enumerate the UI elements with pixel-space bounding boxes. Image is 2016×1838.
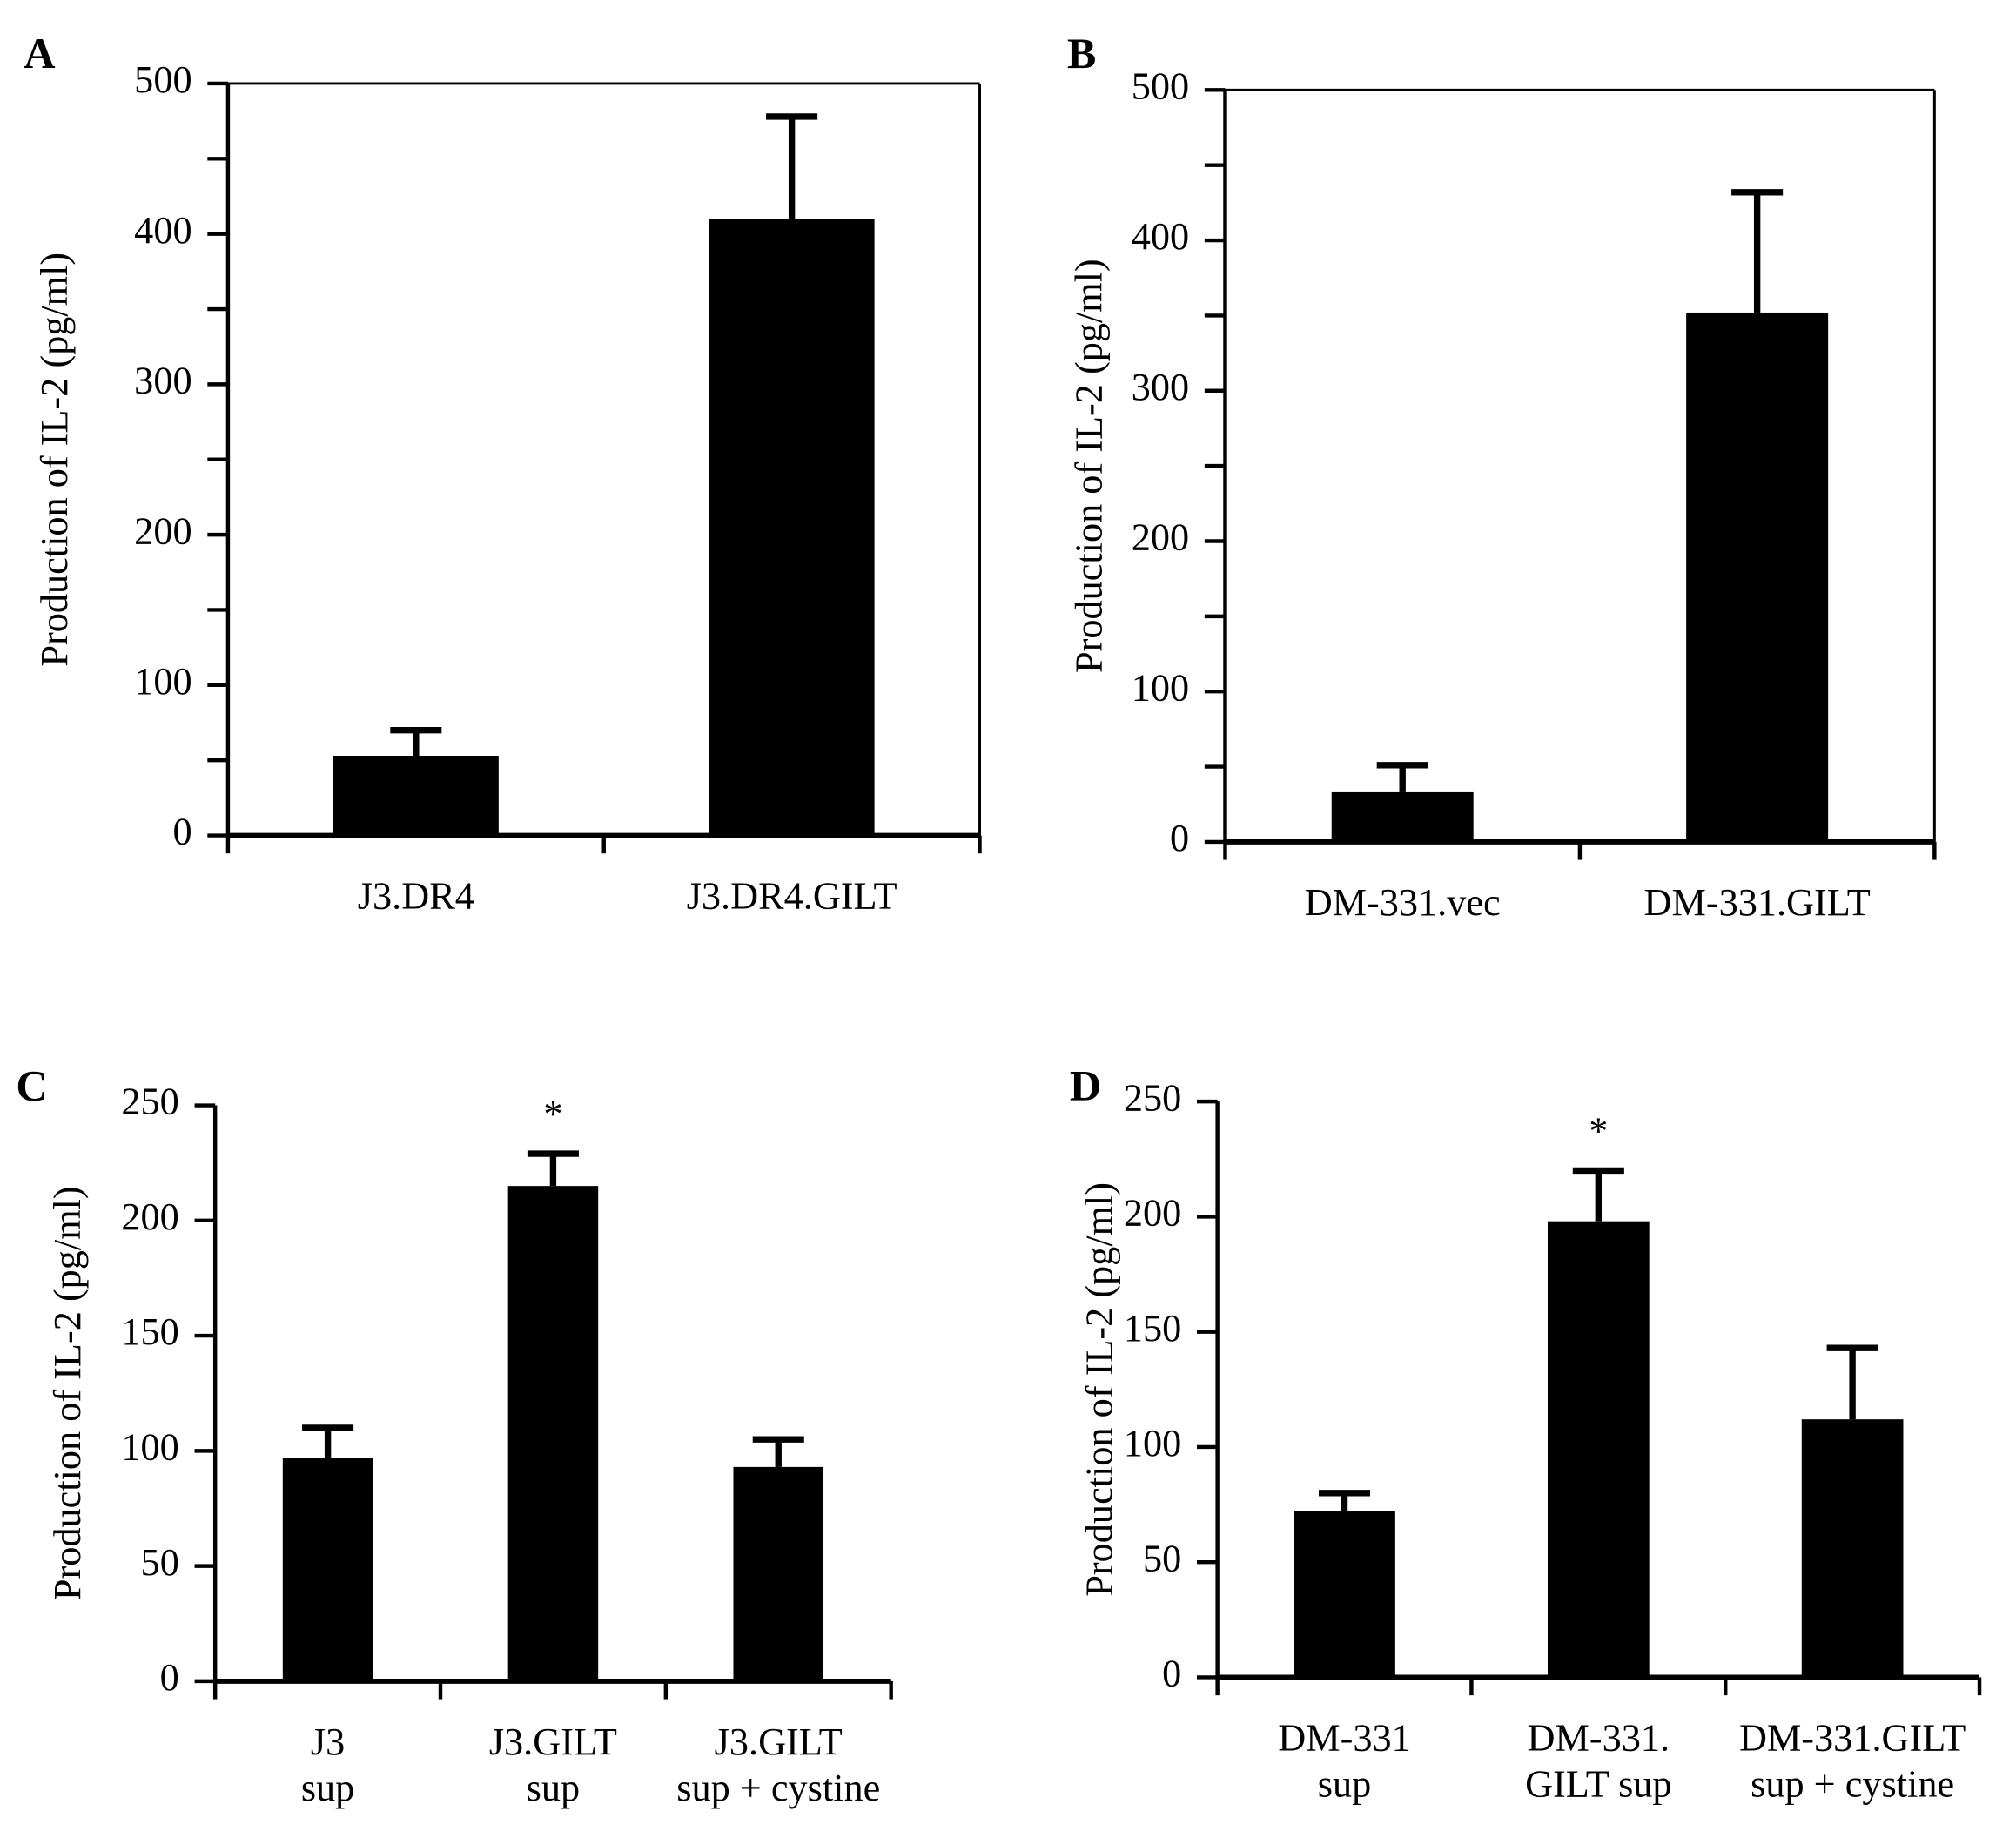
y-tick-label: 0 [1170,817,1189,859]
x-tick-label: J3.DR4.GILT [687,875,897,918]
y-tick-label: 50 [1143,1537,1181,1579]
y-tick-label: 100 [1132,666,1189,709]
x-tick-label: sup + cystine [1751,1763,1954,1806]
x-tick-label: DM-331.GILT [1739,1716,1966,1759]
y-tick-label: 0 [160,1656,179,1699]
y-tick-label: 100 [1124,1422,1181,1464]
x-tick-label: J3.GILT [715,1720,843,1763]
y-tick-label: 100 [121,1426,178,1469]
x-tick-label: DM-331. [1528,1716,1670,1759]
y-tick-label: 400 [1132,215,1189,258]
chart-panel: A Production of IL-2 (pg/ml) 0 100 200 300 400… [24,29,982,918]
y-tick-label: 200 [134,509,192,552]
bar [733,1466,824,1681]
chart-panel: D Production of IL-2 (pg/ml) 0 50 100 150 200 2… [1070,1060,1982,1806]
bar [709,219,875,836]
bar [1331,791,1474,842]
chart-panel: B Production of IL-2 (pg/ml) 0 100 200 300 400… [1067,29,1937,924]
y-tick-label: 150 [121,1310,178,1353]
y-tick-label: 200 [1124,1192,1181,1235]
y-tick-label: 50 [141,1541,179,1584]
y-tick-label: 300 [134,360,192,402]
y-axis-label: Production of IL-2 (pg/ml) [1068,259,1111,673]
y-tick-label: 250 [1124,1076,1181,1119]
y-tick-label: 300 [1132,366,1189,408]
bar [507,1186,599,1681]
bar [282,1458,373,1681]
x-tick-label: J3.DR4 [358,875,474,918]
bar [1547,1221,1650,1678]
panel-label: B [1067,29,1096,77]
x-tick-label: sup + cystine [676,1767,880,1809]
y-tick-label: 250 [121,1081,178,1123]
x-tick-label: DM-331.GILT [1644,881,1871,924]
y-tick-label: 0 [172,811,192,853]
annotation: * [1589,1109,1608,1152]
x-tick-label: sup [527,1767,580,1809]
panel-label: C [16,1060,47,1109]
y-tick-label: 0 [1162,1653,1181,1695]
bar [1294,1511,1395,1678]
x-tick-label: J3.GILT [489,1720,617,1763]
y-tick-label: 400 [134,209,192,252]
y-tick-label: 200 [121,1195,178,1238]
x-tick-label: J3 [311,1720,345,1763]
y-tick-label: 100 [134,660,192,703]
x-tick-label: DM-331 [1278,1716,1410,1759]
bar [1686,312,1829,842]
bar [1801,1419,1904,1678]
panel-label: A [24,29,55,77]
y-axis-label: Production of IL-2 (pg/ml) [1078,1182,1120,1597]
x-tick-label: sup [1318,1763,1372,1806]
chart-panel: C Production of IL-2 (pg/ml) 0 50 100 150 200 2… [16,1060,893,1809]
y-tick-label: 500 [134,58,192,101]
annotation: * [543,1093,562,1135]
y-tick-label: 200 [1132,516,1189,559]
x-tick-label: DM-331.vec [1305,881,1501,924]
y-axis-label: Production of IL-2 (pg/ml) [46,1186,89,1600]
bar [333,756,499,836]
x-tick-label: sup [301,1767,355,1809]
y-tick-label: 500 [1132,64,1189,107]
panel-label: D [1070,1060,1101,1109]
x-tick-label: GILT sup [1525,1763,1671,1806]
y-axis-label: Production of IL-2 (pg/ml) [33,252,76,667]
y-tick-label: 150 [1124,1307,1181,1350]
